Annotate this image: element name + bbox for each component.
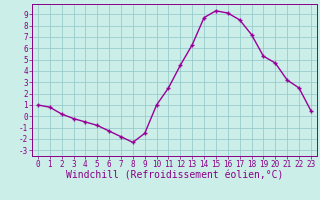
X-axis label: Windchill (Refroidissement éolien,°C): Windchill (Refroidissement éolien,°C) <box>66 171 283 181</box>
